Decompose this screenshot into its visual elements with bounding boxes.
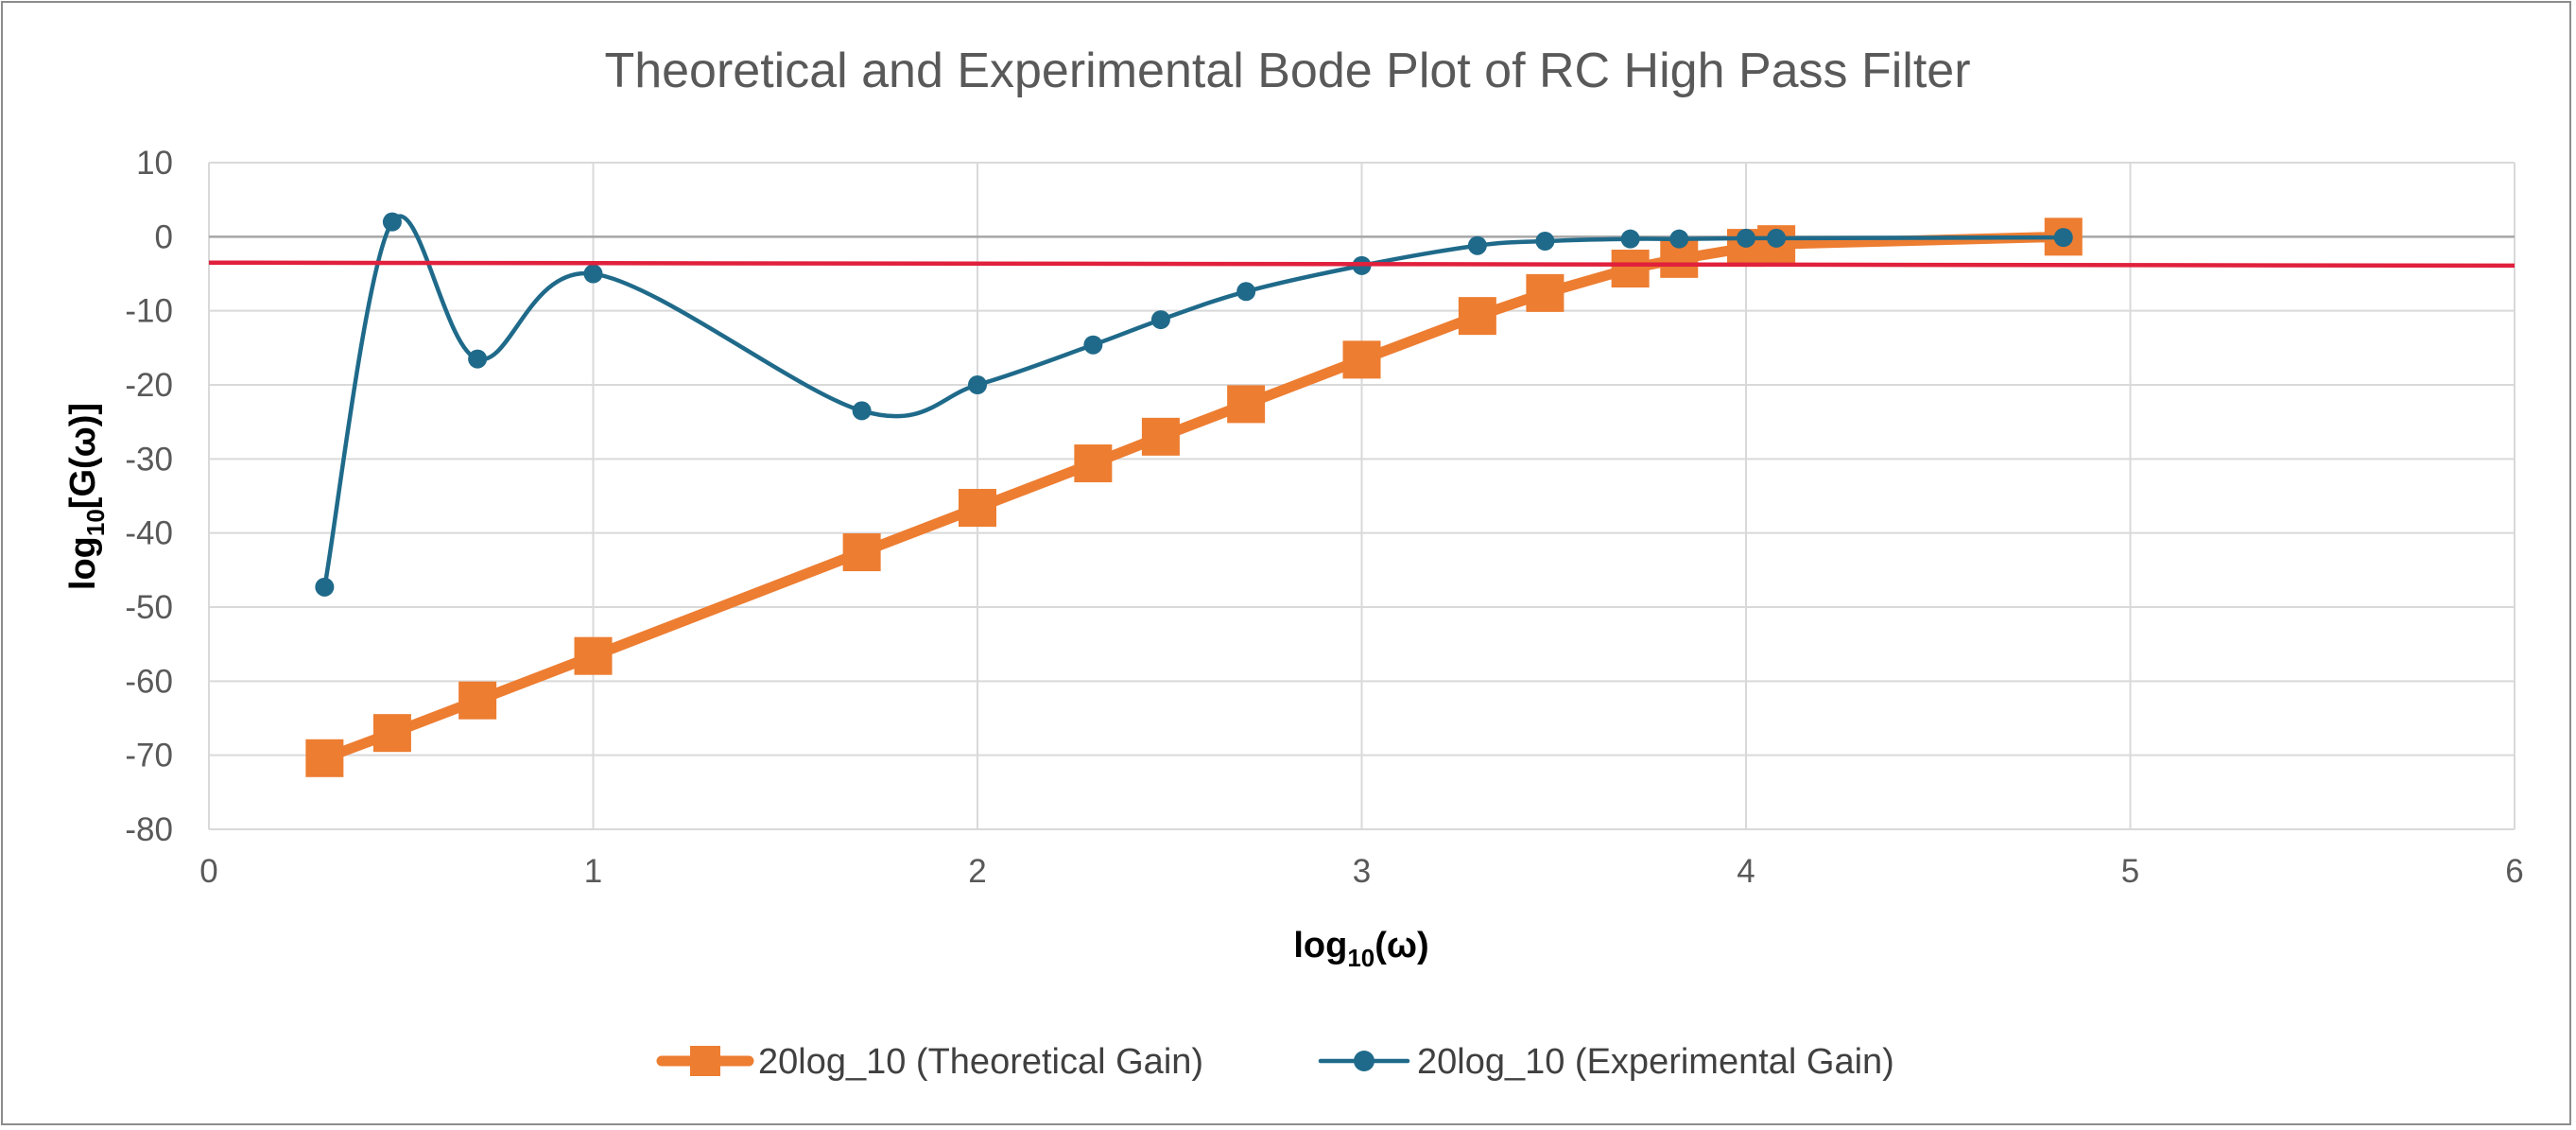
theoretical-data-point — [1611, 250, 1650, 288]
theoretical-data-point — [1227, 385, 1266, 424]
y-tick-label: -50 — [125, 589, 173, 626]
experimental-data-point — [583, 264, 603, 284]
x-tick-label: 5 — [2121, 853, 2139, 890]
x-axis-title-sub: 10 — [1347, 944, 1374, 972]
theoretical-data-point — [1526, 273, 1565, 312]
experimental-data-point — [1620, 229, 1640, 249]
theoretical-data-point — [959, 489, 996, 528]
y-tick-label: -70 — [125, 738, 173, 774]
y-tick-label: 10 — [136, 145, 173, 182]
legend-marker-experimental — [1354, 1051, 1374, 1071]
experimental-data-point — [315, 577, 335, 597]
x-axis-title: log10(ω) — [1293, 926, 1428, 972]
y-axis-title-rest: [G(ω)] — [63, 403, 103, 509]
experimental-data-point — [1767, 228, 1787, 248]
theoretical-data-point — [458, 681, 497, 720]
y-tick-label: 0 — [155, 218, 173, 255]
theoretical-data-point — [842, 533, 881, 572]
y-axis-title: log10[G(ω)] — [63, 403, 110, 590]
y-tick-label: -30 — [125, 441, 173, 478]
theoretical-data-point — [1141, 417, 1180, 456]
experimental-data-point — [468, 349, 488, 369]
x-tick-label: 6 — [2505, 853, 2523, 890]
x-tick-label: 3 — [1353, 853, 1371, 890]
x-tick-label: 2 — [968, 853, 986, 890]
experimental-data-point — [1535, 232, 1555, 252]
y-tick-label: -40 — [125, 515, 173, 552]
x-tick-label: 0 — [199, 853, 217, 890]
experimental-data-point — [1083, 335, 1103, 355]
theoretical-data-point — [1074, 444, 1113, 483]
experimental-data-point — [1669, 229, 1689, 249]
y-tick-label: -10 — [125, 293, 173, 330]
legend-label-theoretical: 20log_10 (Theoretical Gain) — [758, 1042, 1203, 1082]
experimental-data-point — [1150, 310, 1170, 330]
reference-line — [208, 260, 2515, 269]
experimental-data-point — [1236, 282, 1256, 302]
x-axis-title-rest: (ω) — [1374, 926, 1428, 965]
series-layer — [208, 212, 2515, 777]
y-axis-title-main: log — [63, 536, 103, 590]
tick-labels: 10 0 -10 -20 -30 -40 -50 -60 -70 -80 0 1 2 3 4 5 6 — [125, 145, 2523, 890]
theoretical-data-point — [372, 714, 411, 753]
grid-layer — [208, 162, 2515, 830]
x-tick-label: 1 — [584, 853, 602, 890]
theoretical-series-line — [319, 231, 2069, 764]
experimental-data-point — [1467, 235, 1487, 255]
experimental-data-point — [968, 375, 987, 394]
theoretical-data-point — [1458, 297, 1496, 336]
chart-title: Theoretical and Experimental Bode Plot o… — [604, 43, 1970, 98]
legend-label-experimental: 20log_10 (Experimental Gain) — [1417, 1042, 1894, 1082]
y-tick-label: -80 — [125, 811, 173, 848]
theoretical-data-point — [1342, 340, 1381, 379]
legend-marker-theoretical — [690, 1046, 720, 1076]
experimental-data-point — [382, 212, 402, 232]
legend: 20log_10 (Theoretical Gain) 20log_10 (Exp… — [656, 1042, 1894, 1082]
experimental-data-point — [1737, 228, 1755, 248]
x-axis-title-main: log — [1293, 926, 1347, 965]
y-tick-label: -20 — [125, 367, 173, 404]
y-axis-title-sub: 10 — [81, 509, 110, 536]
y-tick-label: -60 — [125, 663, 173, 700]
experimental-data-point — [852, 401, 872, 421]
x-tick-label: 4 — [1737, 853, 1755, 890]
theoretical-data-point — [305, 739, 344, 777]
theoretical-data-point — [574, 636, 613, 675]
experimental-data-point — [2053, 228, 2073, 248]
